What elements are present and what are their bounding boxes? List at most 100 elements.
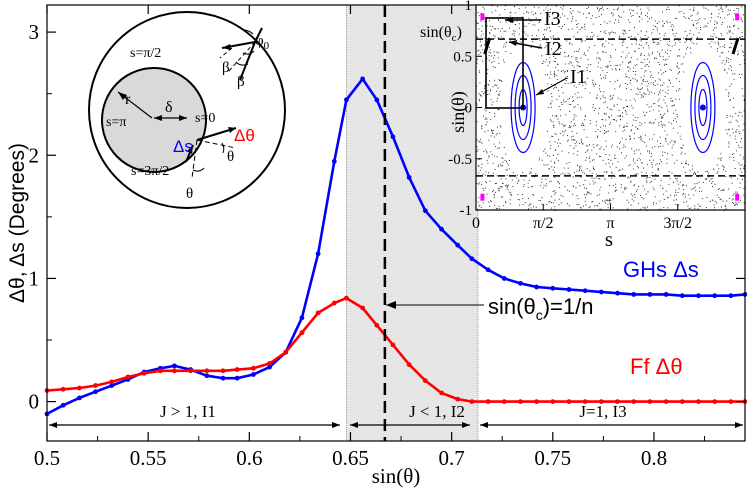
sea-dot: [577, 165, 579, 166]
sea-dot: [486, 25, 488, 27]
sea-dot: [640, 53, 642, 55]
schematic-label-theta-in: θ: [186, 186, 193, 202]
sea-dot: [579, 167, 581, 169]
sea-dot: [722, 51, 724, 53]
sea-dot: [476, 146, 478, 148]
series-1-point: [76, 385, 82, 391]
sea-dot: [634, 74, 636, 76]
sea-dot: [657, 61, 659, 63]
sea-dot: [650, 76, 651, 78]
sea-dot: [498, 189, 499, 191]
sea-dot: [502, 165, 503, 167]
sea-dot: [651, 122, 653, 124]
sea-dot: [488, 172, 489, 174]
sea-dot: [683, 193, 684, 194]
sea-dot: [568, 63, 570, 65]
sea-dot: [622, 107, 624, 109]
sea-dot: [614, 81, 616, 83]
sea-dot: [564, 15, 566, 17]
sea-dot: [705, 171, 707, 173]
sea-dot: [602, 70, 604, 72]
sea-dot: [567, 71, 569, 72]
sea-dot: [654, 58, 656, 60]
sea-dot: [538, 22, 540, 24]
sea-dot: [663, 82, 665, 84]
sea-dot: [665, 71, 667, 72]
sea-dot: [695, 20, 697, 22]
sea-dot: [528, 197, 529, 199]
sea-dot: [731, 182, 733, 184]
sea-dot: [589, 206, 591, 208]
sea-dot: [602, 9, 604, 11]
sea-dot: [573, 119, 575, 121]
island-contour: [698, 88, 708, 127]
sea-dot: [504, 9, 506, 10]
sea-dot: [728, 128, 730, 130]
sea-dot: [662, 20, 664, 22]
sea-dot: [655, 203, 657, 205]
sea-dot: [700, 205, 701, 207]
sea-dot: [676, 66, 678, 68]
sea-dot: [631, 198, 633, 200]
sea-dot: [650, 121, 651, 123]
sea-dot: [648, 55, 650, 57]
sea-dot: [679, 126, 681, 128]
sea-dot: [599, 189, 601, 191]
sea-dot: [559, 123, 561, 125]
sea-dot: [603, 91, 605, 93]
sea-dot: [555, 58, 557, 59]
sea-dot: [689, 198, 691, 200]
sea-dot: [728, 146, 730, 148]
sea-dot: [741, 32, 743, 33]
sea-dot: [577, 198, 579, 200]
sea-dot: [490, 99, 492, 101]
sea-dot: [618, 7, 619, 9]
sea-dot: [573, 100, 575, 101]
sea-dot: [644, 65, 646, 67]
sea-dot: [631, 129, 632, 131]
inset-annotation-I3: I3: [544, 8, 561, 30]
sea-dot: [648, 18, 650, 20]
sea-dot: [636, 159, 638, 161]
sea-dot: [624, 129, 626, 131]
sea-dot: [693, 187, 695, 189]
sea-dot: [663, 59, 665, 61]
sea-dot: [571, 28, 573, 30]
sea-dot: [614, 191, 616, 193]
sea-dot: [732, 73, 734, 75]
sea-dot: [571, 56, 573, 58]
sea-dot: [490, 135, 492, 137]
sea-dot: [588, 13, 590, 14]
sea-dot: [685, 53, 687, 55]
sea-dot: [662, 25, 664, 27]
sea-dot: [624, 30, 626, 32]
sea-dot: [647, 90, 649, 92]
series-1-point: [188, 368, 194, 374]
series-1-point: [299, 330, 305, 336]
sea-dot: [558, 89, 559, 91]
sea-dot: [569, 11, 571, 13]
sea-dot: [494, 84, 496, 86]
sea-dot: [502, 158, 504, 159]
sea-dot: [539, 20, 540, 22]
sea-dot: [572, 16, 574, 18]
sea-dot: [597, 129, 599, 131]
sea-dot: [725, 207, 727, 209]
sea-dot: [597, 66, 599, 68]
sea-dot: [576, 170, 578, 172]
sea-dot: [639, 159, 641, 161]
sea-dot: [616, 189, 618, 191]
sea-dot: [499, 132, 501, 134]
sea-dot: [630, 181, 632, 183]
sea-dot: [565, 63, 567, 65]
sea-dot: [582, 84, 584, 86]
sea-dot: [657, 42, 659, 43]
sea-dot: [622, 112, 623, 114]
sea-dot: [506, 160, 507, 162]
sea-dot: [634, 173, 636, 175]
sea-dot: [628, 62, 630, 63]
sea-dot: [735, 119, 737, 121]
sea-dot: [561, 71, 562, 72]
sea-dot: [644, 71, 646, 73]
sea-dot: [566, 70, 568, 71]
